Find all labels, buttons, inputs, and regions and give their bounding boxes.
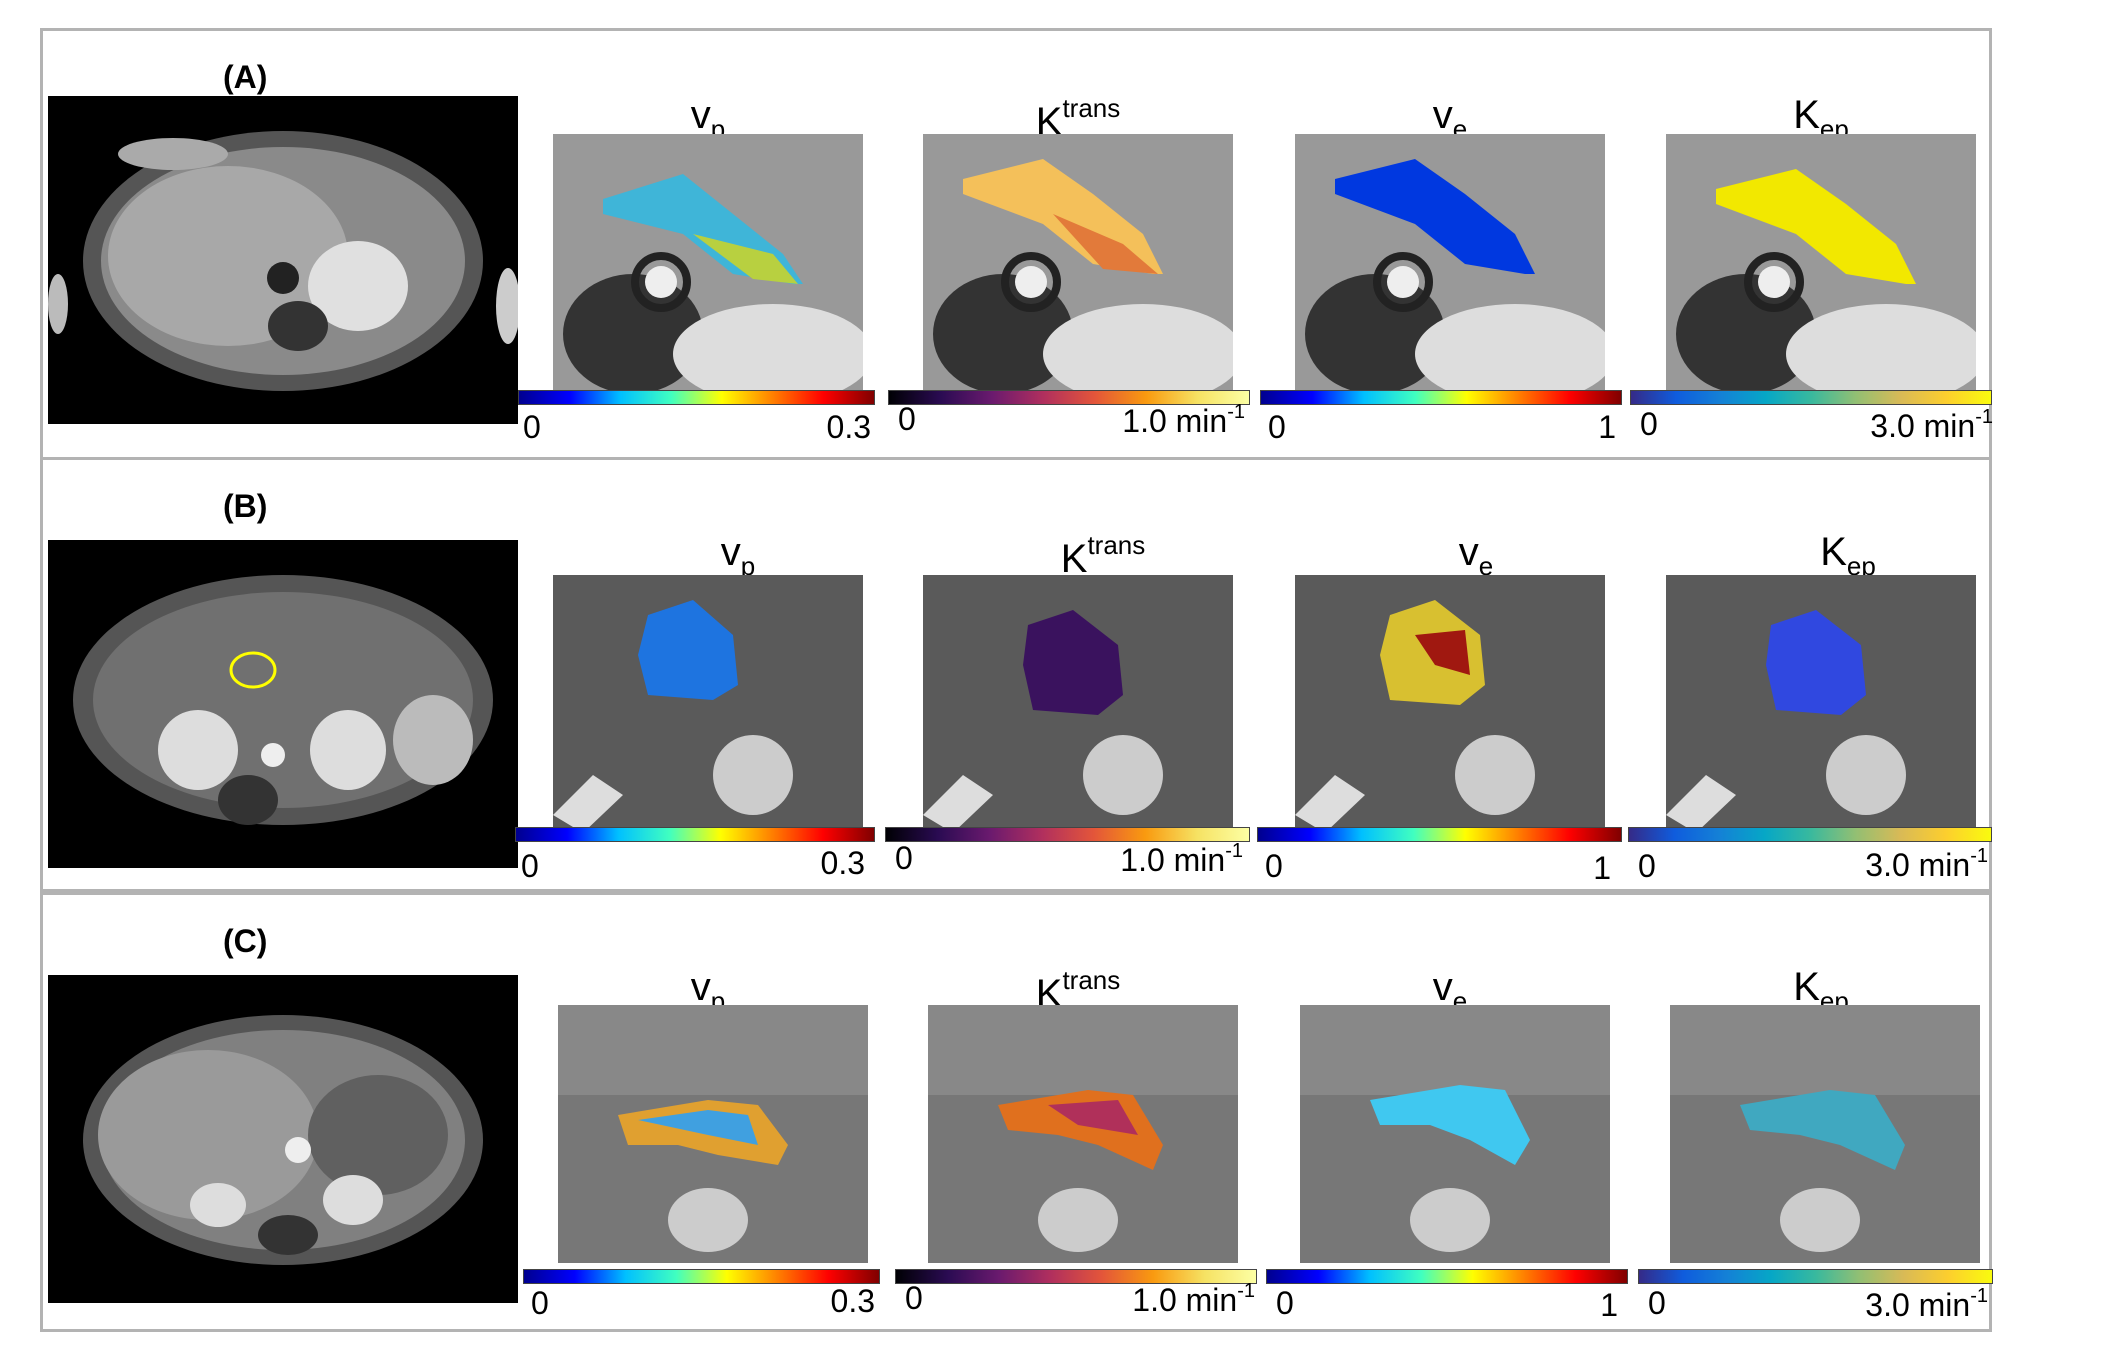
map-title-vp: vp [583, 530, 893, 582]
colorbar-ve [1260, 390, 1622, 405]
map-title-ve: ve [1321, 530, 1631, 582]
vp-map [553, 134, 863, 392]
colorbar-min: 0 [1276, 1285, 1294, 1321]
colorbar-min: 0 [898, 401, 916, 437]
panel-label: (B) [223, 488, 268, 524]
colorbar-kep [1638, 1269, 1993, 1284]
colorbar-min: 0 [531, 1285, 549, 1321]
ve-map [1300, 1005, 1610, 1263]
kep-map [1666, 575, 1976, 833]
colorbar-max: 1 [1593, 850, 1611, 886]
colorbar-kep [1630, 390, 1992, 405]
param-name: v [690, 93, 711, 137]
param-sub: p [740, 551, 756, 581]
param-name: K [1060, 537, 1088, 581]
colorbar-max: 0.3 [820, 845, 865, 881]
colorbar-ktrans [888, 390, 1250, 405]
colorbar-max: 1.0 min-1 [1120, 840, 1243, 878]
colorbar-min: 0 [1638, 848, 1656, 884]
colorbar-max: 3.0 min-1 [1865, 845, 1988, 883]
colorbar-min: 0 [905, 1280, 923, 1316]
param-name: v [690, 965, 711, 1009]
colorbar-max: 3.0 min-1 [1865, 1285, 1988, 1323]
colorbar-max: 3.0 min-1 [1870, 406, 1993, 444]
param-sup: trans [1062, 965, 1121, 995]
colorbar-min: 0 [1265, 848, 1283, 884]
colorbar-max: 1 [1600, 1287, 1618, 1323]
ktrans-map [928, 1005, 1238, 1263]
kep-map [1670, 1005, 1980, 1263]
param-name: v [1432, 965, 1453, 1009]
ve-map [1295, 575, 1605, 833]
panel-c: (C) vp Ktrans ve Kep 0 0.3 0 1.0 min-1 0… [40, 892, 1993, 1332]
param-name: K [1793, 93, 1820, 137]
colorbar-vp [518, 390, 875, 405]
colorbar-ktrans [895, 1269, 1257, 1284]
ve-map [1295, 134, 1605, 392]
colorbar-min: 0 [1640, 406, 1658, 442]
kep-map [1666, 134, 1976, 392]
colorbar-vp [515, 827, 875, 842]
axial-mri-scan [48, 975, 518, 1303]
panel-label: (C) [223, 923, 268, 959]
colorbar-max: 0.3 [830, 1283, 875, 1319]
param-name: v [1432, 93, 1453, 137]
panel-label: (A) [223, 59, 268, 95]
map-title-ktrans: Ktrans [948, 530, 1258, 582]
param-name: v [720, 530, 741, 574]
colorbar-min: 0 [521, 848, 539, 884]
colorbar-max: 1.0 min-1 [1132, 1280, 1255, 1318]
colorbar-vp [523, 1269, 880, 1284]
panel-a: (A) vp Ktrans ve Kep 0 0.3 0 1.0 min-1 0 [40, 28, 1993, 460]
ktrans-map [923, 134, 1233, 392]
panel-b: (B) vp Ktrans ve Ke p 0 0.3 0 1.0 min-1 0… [40, 457, 1992, 892]
param-name: K [1820, 530, 1847, 574]
colorbar-max: 1.0 min-1 [1122, 401, 1245, 439]
colorbar-ve [1266, 1269, 1628, 1284]
param-sup: trans [1087, 530, 1146, 560]
axial-mri-scan [48, 540, 518, 868]
ktrans-map [923, 575, 1233, 833]
param-sub: e [1478, 551, 1494, 581]
colorbar-kep [1628, 827, 1992, 842]
param-name: v [1458, 530, 1479, 574]
colorbar-max: 1 [1598, 409, 1616, 445]
param-sup: trans [1062, 93, 1121, 123]
vp-map [553, 575, 863, 833]
colorbar-ve [1257, 827, 1622, 842]
colorbar-min: 0 [523, 409, 541, 445]
colorbar-ktrans [885, 827, 1250, 842]
colorbar-max: 0.3 [826, 409, 871, 445]
param-name: K [1793, 965, 1820, 1009]
colorbar-min: 0 [895, 840, 913, 876]
colorbar-min: 0 [1268, 409, 1286, 445]
axial-mri-scan [48, 96, 518, 424]
colorbar-min: 0 [1648, 1285, 1666, 1321]
vp-map [558, 1005, 868, 1263]
